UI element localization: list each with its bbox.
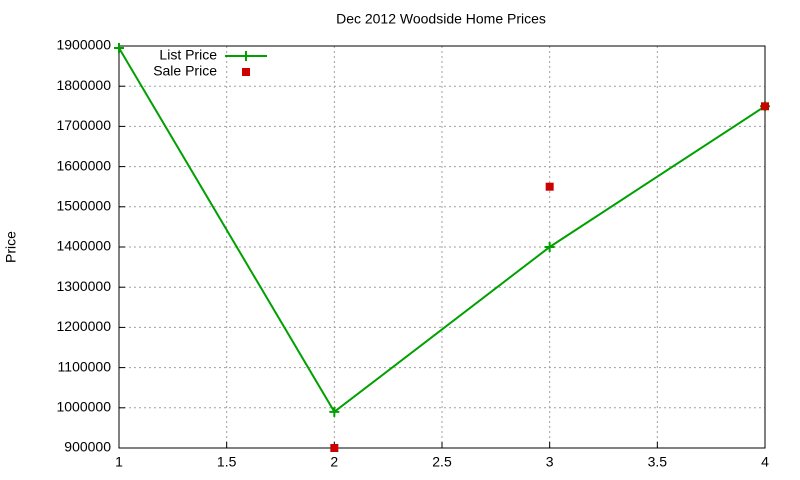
x-tick-label: 4 xyxy=(761,454,769,470)
plot-frame xyxy=(118,45,766,449)
legend-marker xyxy=(242,68,250,76)
y-tick-label: 900000 xyxy=(64,439,111,455)
y-tick-label: 1800000 xyxy=(56,77,111,93)
y-tick-label: 1200000 xyxy=(56,318,111,334)
chart-title: Dec 2012 Woodside Home Prices xyxy=(336,11,546,27)
y-tick-label: 1300000 xyxy=(56,278,111,294)
y-tick-label: 1000000 xyxy=(56,399,111,415)
y-tick-label: 1900000 xyxy=(56,37,111,53)
y-tick-label: 1100000 xyxy=(58,358,112,374)
point-marker xyxy=(544,242,555,252)
y-tick-label: 1400000 xyxy=(56,238,111,254)
point-marker xyxy=(329,406,340,417)
point-marker xyxy=(114,43,124,54)
legend-label: Sale Price xyxy=(153,63,217,79)
x-tick-label: 1 xyxy=(115,454,123,470)
x-tick-label: 1.5 xyxy=(217,454,237,470)
series-line xyxy=(118,47,766,414)
y-axis-label: Price xyxy=(3,231,19,263)
y-tick-label: 1600000 xyxy=(56,157,111,173)
legend-label: List Price xyxy=(159,47,217,63)
point-marker xyxy=(330,444,339,452)
point-marker xyxy=(761,102,769,111)
y-tick-label: 1500000 xyxy=(56,198,111,214)
y-tick-label: 1700000 xyxy=(56,117,111,133)
legend-marker xyxy=(241,51,251,61)
x-tick-label: 2.5 xyxy=(432,454,452,470)
x-tick-label: 3.5 xyxy=(648,454,668,470)
x-tick-label: 3 xyxy=(546,454,554,470)
point-marker xyxy=(545,182,554,191)
x-tick-label: 2 xyxy=(330,454,338,470)
